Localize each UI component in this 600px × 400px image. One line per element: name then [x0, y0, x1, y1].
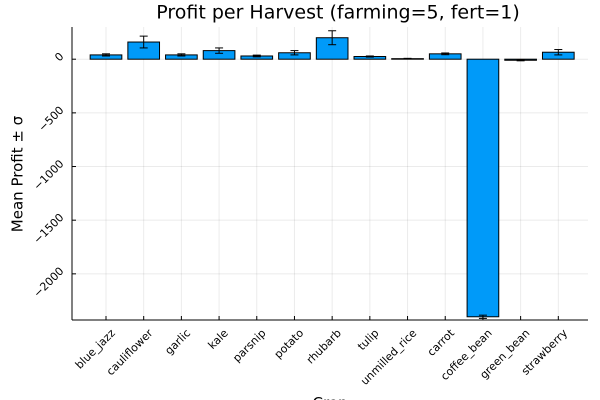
chart-title: Profit per Harvest (farming=5, fert=1)	[156, 2, 520, 24]
y-tick-label: −500	[36, 104, 67, 135]
x-tick-label: garlic	[162, 327, 193, 358]
x-axis-label: Crop	[312, 394, 347, 400]
y-tick-label: 0	[52, 50, 66, 64]
y-tick-label: −1500	[31, 211, 67, 247]
y-tick-label: −1000	[31, 157, 67, 193]
y-tick-label: −2000	[31, 265, 67, 301]
x-tick-label: carrot	[425, 326, 458, 359]
bar	[466, 58, 500, 318]
x-tick-label: rhubarb	[304, 327, 344, 367]
x-tick-label: parsnip	[230, 327, 268, 365]
y-axis-label: Mean Profit ± σ	[9, 115, 27, 232]
x-tick-label: potato	[272, 326, 307, 361]
x-tick-label: tulip	[355, 327, 381, 353]
x-tick-label: kale	[206, 326, 231, 351]
